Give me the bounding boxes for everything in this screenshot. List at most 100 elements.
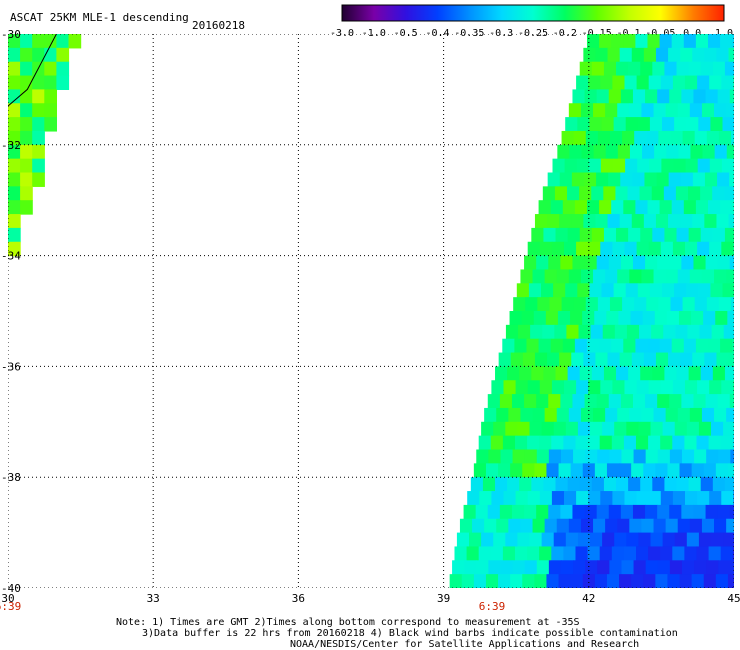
swath-cell: [514, 338, 528, 354]
swath-cell: [715, 311, 728, 326]
swath-cell: [498, 352, 512, 367]
swath-cell: [608, 255, 622, 271]
swath-cell: [626, 421, 640, 437]
swath-cell: [567, 366, 581, 381]
swath-cell: [694, 449, 707, 464]
swath-cell: [657, 255, 670, 271]
swath-cell: [688, 366, 702, 381]
swath-cell: [548, 504, 561, 520]
swath-cell: [527, 241, 541, 257]
swath-cell: [8, 158, 21, 174]
swath-cell: [56, 34, 70, 49]
swath-cell: [701, 269, 715, 284]
swath-cell: [660, 491, 674, 506]
swath-cell: [591, 186, 604, 201]
swath-cell: [679, 574, 693, 588]
swath-cell: [632, 394, 646, 409]
swath-cell: [660, 546, 673, 561]
swath-cell: [655, 47, 669, 63]
swath-cell: [704, 172, 718, 187]
swath-cell: [32, 158, 45, 174]
swath-cell: [553, 532, 567, 548]
y-tick-label: -36: [1, 360, 21, 373]
swath-cell: [700, 477, 714, 492]
y-tick-label: -38: [1, 471, 21, 484]
swath-cell: [571, 214, 584, 229]
swath-cell: [579, 227, 593, 243]
swath-cell: [482, 477, 496, 492]
swath-cell: [635, 338, 649, 354]
swath-cell: [693, 255, 707, 271]
swath-cell: [594, 463, 608, 478]
swath-cell: [576, 241, 589, 257]
swath-cell: [459, 518, 473, 534]
swath-cell: [646, 130, 659, 146]
swath-cell: [484, 407, 497, 423]
swath-cell: [20, 117, 33, 132]
swath-cell: [585, 560, 598, 575]
swath-cell: [580, 269, 594, 284]
swath-cell: [570, 574, 584, 588]
swath-cell: [704, 352, 718, 367]
swath-cell: [511, 394, 525, 409]
swath-cell: [665, 103, 679, 118]
swath-cell: [485, 574, 499, 588]
swath-cell: [695, 200, 709, 215]
swath-cell: [625, 117, 639, 132]
swath-cell: [628, 477, 641, 492]
colorbar-segment: [564, 5, 598, 21]
swath-cell: [712, 186, 725, 201]
swath-cell: [635, 546, 649, 561]
swath-cell: [659, 34, 673, 49]
swath-cell: [692, 47, 705, 63]
colorbar-segment: [437, 5, 470, 21]
swath-cell: [553, 283, 566, 298]
swath-cell: [589, 117, 603, 132]
swath-cell: [555, 366, 569, 381]
swath-cell: [533, 311, 547, 326]
swath-cell: [635, 34, 649, 49]
swath-cell: [694, 297, 708, 312]
swath-cell: [665, 518, 679, 534]
swath-cell: [681, 449, 695, 464]
swath-cell: [706, 297, 720, 312]
swath-cell: [495, 477, 508, 492]
swath-cell: [636, 380, 650, 395]
swath-cell: [534, 352, 548, 367]
swath-cell: [619, 214, 633, 229]
swath-cell: [564, 158, 578, 174]
swath-cell: [698, 283, 712, 298]
swath-cell: [664, 61, 678, 77]
swath-cell: [32, 103, 45, 118]
swath-cell: [615, 186, 629, 201]
swath-cell: [616, 477, 629, 492]
swath-cell: [548, 255, 561, 271]
colorbar-tick-label: -0.25: [518, 28, 548, 39]
swath-cell: [660, 380, 674, 395]
swath-cell: [603, 227, 617, 243]
swath-cell: [659, 338, 673, 354]
swath-cell: [688, 227, 702, 243]
swath-cell: [544, 269, 558, 284]
swath-cell: [591, 227, 605, 243]
swath-cell: [579, 477, 593, 492]
swath-cell: [559, 172, 573, 187]
swath-cell: [597, 449, 610, 464]
swath-cell: [505, 421, 519, 437]
swath-cell: [487, 504, 501, 520]
swath-cell: [496, 518, 509, 534]
swath-cell: [724, 366, 734, 381]
swath-cell: [563, 546, 577, 561]
swath-cell: [680, 214, 693, 229]
swath-cell: [528, 283, 542, 298]
y-tick-label: -32: [1, 139, 21, 152]
swath-cell: [608, 172, 621, 187]
swath-cell: [20, 89, 33, 104]
swath-cell: [44, 103, 57, 118]
swath-cell: [715, 574, 729, 588]
swath-cell: [703, 574, 717, 588]
swath-cell: [555, 227, 569, 243]
swath-cell: [513, 297, 526, 312]
swath-cell: [733, 491, 734, 506]
swath-cell: [8, 61, 21, 77]
